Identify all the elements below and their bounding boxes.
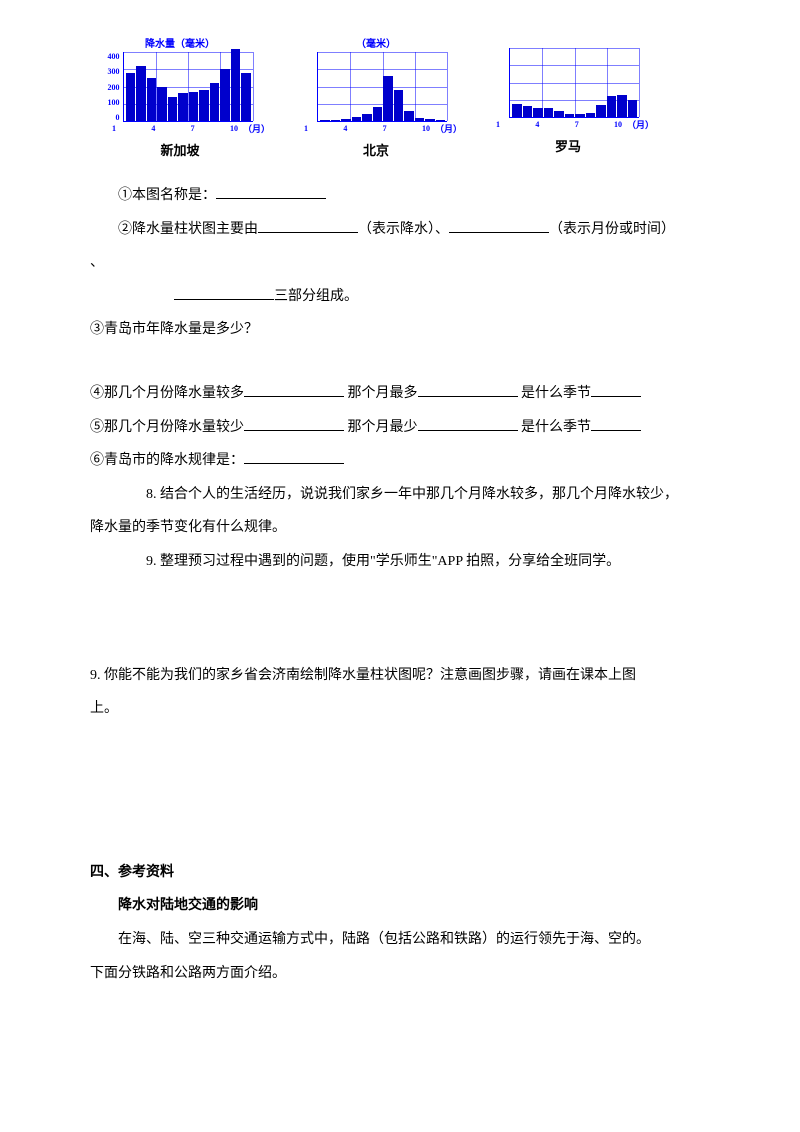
bar <box>512 104 522 117</box>
bar <box>415 118 425 121</box>
q2: ②降水量柱状图主要由（表示降水）、（表示月份或时间） <box>90 213 710 247</box>
bar <box>157 87 167 122</box>
q1: ①本图名称是： <box>90 179 710 213</box>
charts-row: 降水量（毫米） 400 300 200 100 0 <box>90 35 710 159</box>
bar <box>554 111 564 117</box>
q8-line2: 降水量的季节变化有什么规律。 <box>90 511 710 545</box>
bar <box>220 69 230 121</box>
bar <box>436 120 446 121</box>
plot-1 <box>123 52 253 122</box>
section-4-title: 四、参考资料 <box>90 856 710 890</box>
bar <box>404 111 414 121</box>
bar <box>596 105 606 117</box>
bar <box>373 107 383 121</box>
bar <box>341 119 351 121</box>
blank[interactable] <box>244 414 344 431</box>
bar <box>320 120 330 121</box>
bar <box>352 117 362 121</box>
bar <box>231 49 241 121</box>
q2-cont2: 三部分组成。 <box>90 280 710 314</box>
y-axis-1: 400 300 200 100 0 <box>108 52 123 122</box>
x-axis-1: 1 4 7 10 <box>110 124 240 133</box>
bar <box>147 78 157 121</box>
bar <box>168 97 178 121</box>
section-4-body2: 下面分铁路和公路两方面介绍。 <box>90 957 710 991</box>
section-4-body1: 在海、陆、空三种交通运输方式中，陆路（包括公路和铁路）的运行领先于海、空的。 <box>90 923 710 957</box>
y-axis-2 <box>305 52 317 122</box>
q8-line1: 8. 结合个人的生活经历，说说我们家乡一年中那几个月降水较多，那几个月降水较少， <box>90 478 710 512</box>
q5: ⑤那几个月份降水量较少 那个月最少 是什么季节 <box>90 411 710 445</box>
y-axis-label: 降水量（毫米） <box>145 35 215 50</box>
bar <box>628 100 638 117</box>
bar <box>523 106 533 117</box>
bar <box>586 113 596 117</box>
x-axis-2: 1 4 7 10 <box>302 124 432 133</box>
bar <box>565 114 575 117</box>
blank[interactable] <box>244 380 344 397</box>
blank[interactable] <box>244 447 344 464</box>
blank[interactable] <box>449 216 549 233</box>
bar <box>136 66 146 121</box>
y-axis-3 <box>497 48 509 118</box>
blank[interactable] <box>418 380 518 397</box>
blank[interactable] <box>216 182 326 199</box>
section-4-sub: 降水对陆地交通的影响 <box>90 889 710 923</box>
plot-2 <box>317 52 447 122</box>
bar <box>210 83 220 121</box>
bar <box>331 120 341 121</box>
q2-cont1: 、 <box>90 246 710 280</box>
bar <box>383 76 393 121</box>
q9-line2: 上。 <box>90 692 710 726</box>
chart-rome: 1 4 7 10 （月） 罗马 <box>482 35 654 159</box>
blank[interactable] <box>174 283 274 300</box>
q3: ③青岛市年降水量是多少？ <box>90 313 710 347</box>
bar <box>425 119 435 121</box>
bar <box>362 114 372 121</box>
bar <box>575 114 585 117</box>
bar <box>199 90 209 121</box>
bar <box>126 73 136 121</box>
blank[interactable] <box>258 216 358 233</box>
q9a: 9. 整理预习过程中遇到的问题，使用"学乐师生"APP 拍照，分享给全班同学。 <box>90 545 710 579</box>
blank[interactable] <box>418 414 518 431</box>
chart-name-2: 北京 <box>363 140 389 159</box>
bar <box>394 90 404 121</box>
blank[interactable] <box>591 380 641 397</box>
chart-singapore: 降水量（毫米） 400 300 200 100 0 <box>90 35 270 159</box>
chart-name-1: 新加坡 <box>161 140 200 159</box>
chart-beijing: （毫米） 1 4 7 10 （月） 北京 <box>290 35 462 159</box>
q6: ⑥青岛市的降水规律是： <box>90 444 710 478</box>
blank[interactable] <box>591 414 641 431</box>
x-axis-3: 1 4 7 10 <box>494 120 624 129</box>
bar <box>617 95 627 117</box>
bar <box>241 73 251 121</box>
unit-label-3 <box>567 35 570 46</box>
unit-label-2: （毫米） <box>356 35 396 50</box>
bar <box>533 108 543 117</box>
bar <box>178 93 188 121</box>
chart-name-3: 罗马 <box>555 136 581 155</box>
plot-3 <box>509 48 639 118</box>
q9-line1: 9. 你能不能为我们的家乡省会济南绘制降水量柱状图呢？注意画图步骤，请画在课本上… <box>90 659 710 693</box>
bar <box>189 92 199 121</box>
bar <box>544 108 554 117</box>
q4: ④那几个月份降水量较多 那个月最多 是什么季节 <box>90 377 710 411</box>
bar <box>607 96 617 117</box>
